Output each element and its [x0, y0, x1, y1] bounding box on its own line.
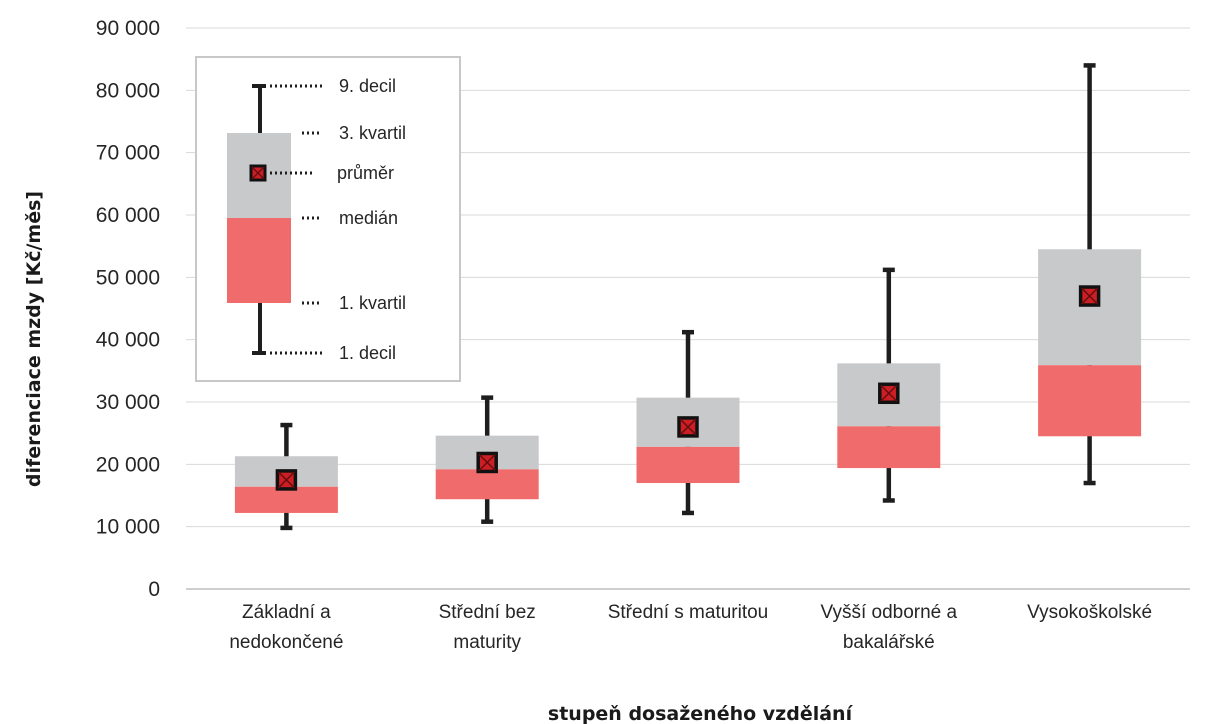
legend-label-mean: průměr	[337, 163, 394, 183]
box-lower-q1-median	[636, 446, 740, 484]
legend-label-q3: 3. kvartil	[339, 123, 406, 143]
mean-marker	[275, 469, 298, 491]
mean-marker-diag	[277, 471, 295, 489]
legend-label-d1: 1. decil	[339, 343, 396, 363]
mean-marker	[878, 382, 900, 405]
box-group	[1038, 63, 1142, 486]
box-group	[636, 329, 740, 516]
mean-marker	[1078, 285, 1101, 307]
mean-marker	[677, 416, 699, 438]
mean-marker	[476, 451, 498, 474]
x-category-label: Střední bez maturity	[439, 602, 536, 653]
x-category-label-line: Základní a	[242, 602, 331, 623]
y-tick-label: 70 000	[96, 142, 160, 165]
x-category-label: Vyšší odborné a bakalářské	[820, 602, 957, 653]
x-category-label-line: bakalářské	[843, 632, 935, 653]
box-upper-median-q3	[1038, 249, 1142, 366]
box-lower-q1-median	[435, 469, 539, 500]
x-category-label-line: maturity	[453, 632, 521, 653]
box-lower-q1-median	[1038, 365, 1142, 437]
box-group	[435, 395, 539, 524]
x-category-label: Vysokoškolské	[1027, 602, 1152, 623]
box-lower-q1-median	[837, 426, 941, 469]
y-tick-label: 80 000	[96, 79, 160, 102]
y-tick-label: 40 000	[96, 329, 160, 352]
box-group	[837, 267, 941, 503]
y-axis-title: diferenciace mzdy [Kč/měs]	[23, 191, 45, 487]
mean-marker-diag	[1081, 287, 1099, 305]
x-category-label: Střední s maturitou	[608, 602, 769, 623]
legend-label-q1: 1. kvartil	[339, 293, 406, 313]
y-tick-label: 0	[148, 578, 160, 601]
y-tick-label: 60 000	[96, 204, 160, 227]
mean-marker-diag	[679, 418, 697, 436]
legend-label-d9: 9. decil	[339, 76, 396, 96]
legend-mean-marker	[249, 164, 267, 182]
box-lower-q1-median	[234, 486, 338, 513]
legend-label-median: medián	[339, 208, 398, 228]
x-category-label-line: Vyšší odborné a	[820, 602, 957, 623]
y-tick-label: 50 000	[96, 266, 160, 289]
x-category-label-line: nedokončené	[229, 632, 343, 653]
box-series	[234, 63, 1142, 531]
x-category-label: Základní a nedokončené	[229, 602, 343, 653]
x-category-label-line: Vysokoškolské	[1027, 602, 1152, 623]
x-axis-title: stupeň dosaženého vzdělání	[548, 703, 854, 724]
x-category-label-line: Střední bez	[439, 602, 536, 623]
y-tick-label: 10 000	[96, 516, 160, 539]
legend-lower-box	[227, 218, 291, 303]
y-axis-tick-labels: 0 10 000 20 000 30 000 40 000 50 000 60 000 70 …	[96, 17, 160, 601]
y-tick-label: 30 000	[96, 391, 160, 414]
mean-marker-diag	[880, 384, 898, 402]
legend: 9. decil 3. kvartil průměr medián 1. kva…	[195, 56, 461, 382]
y-tick-label: 90 000	[96, 17, 160, 40]
legend-leader-lines	[270, 84, 322, 355]
box-group	[234, 422, 338, 531]
y-tick-label: 20 000	[96, 453, 160, 476]
x-axis-category-labels: Základní a nedokončené Střední bez maturity…	[229, 602, 1152, 653]
mean-marker-diag	[478, 453, 496, 471]
x-category-label-line: Střední s maturitou	[608, 602, 769, 623]
